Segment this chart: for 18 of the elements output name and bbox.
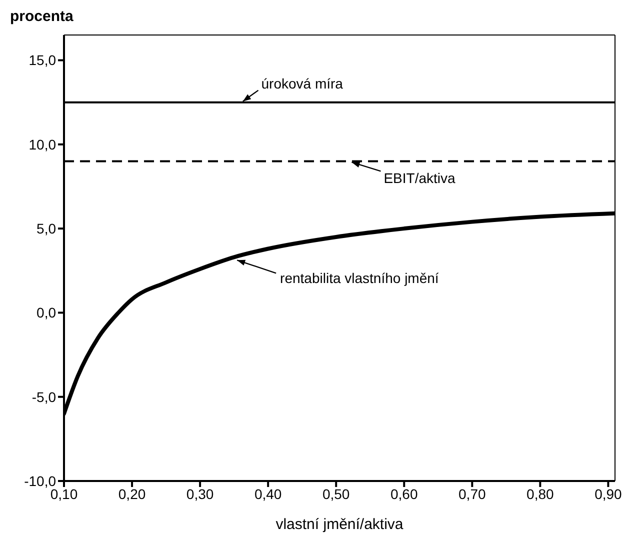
y-tick-label: 10,0 [28, 136, 56, 152]
x-tick-label: 0,50 [322, 486, 350, 502]
ref-line-label: EBIT/aktiva [384, 170, 456, 186]
y-axis-title: procenta [9, 8, 74, 26]
ref-line-label: úroková míra [261, 75, 344, 92]
x-tick-label: 0,30 [186, 486, 214, 502]
x-tick-label: 0,70 [458, 486, 486, 502]
y-tick-label: -5,0 [32, 388, 56, 405]
x-tick-label: 0,90 [594, 486, 622, 502]
x-tick-label: 0,80 [526, 486, 554, 502]
series-label: rentabilita vlastního jmění [280, 270, 439, 286]
y-tick-label: 0,0 [36, 304, 56, 321]
x-axis-title: vlastní jmění/aktiva [276, 516, 404, 533]
y-tick-label: 5,0 [36, 220, 56, 237]
x-tick-label: 0,60 [390, 486, 418, 502]
y-tick-label: 15,0 [28, 52, 56, 68]
x-tick-label: 0,40 [254, 486, 282, 502]
x-tick-label: 0,20 [118, 486, 146, 502]
